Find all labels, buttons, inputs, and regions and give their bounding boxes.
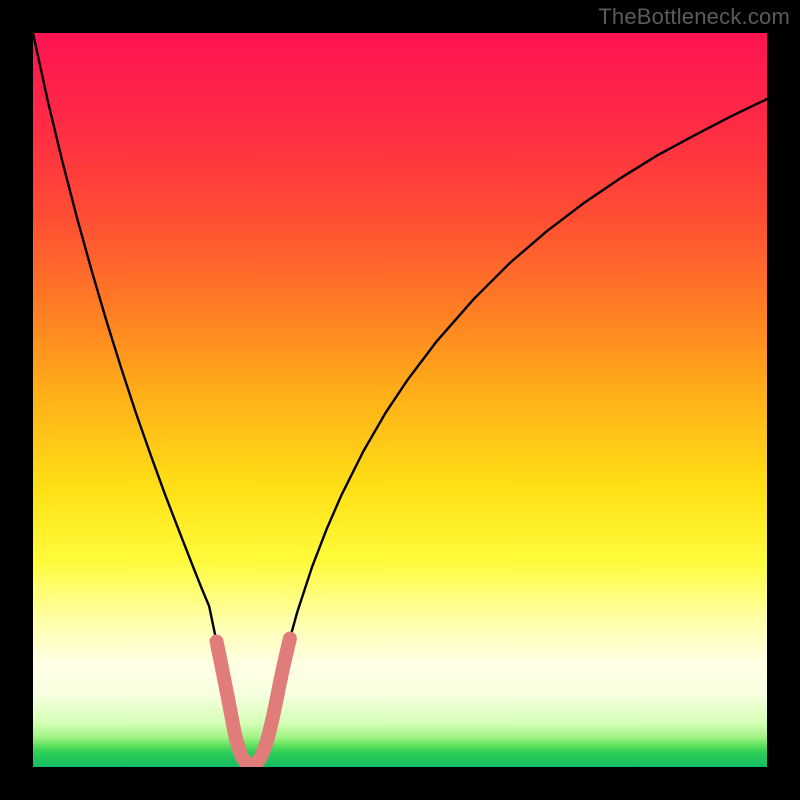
chart-svg: [0, 0, 800, 800]
chart-root: TheBottleneck.com: [0, 0, 800, 800]
plot-background: [33, 33, 767, 767]
